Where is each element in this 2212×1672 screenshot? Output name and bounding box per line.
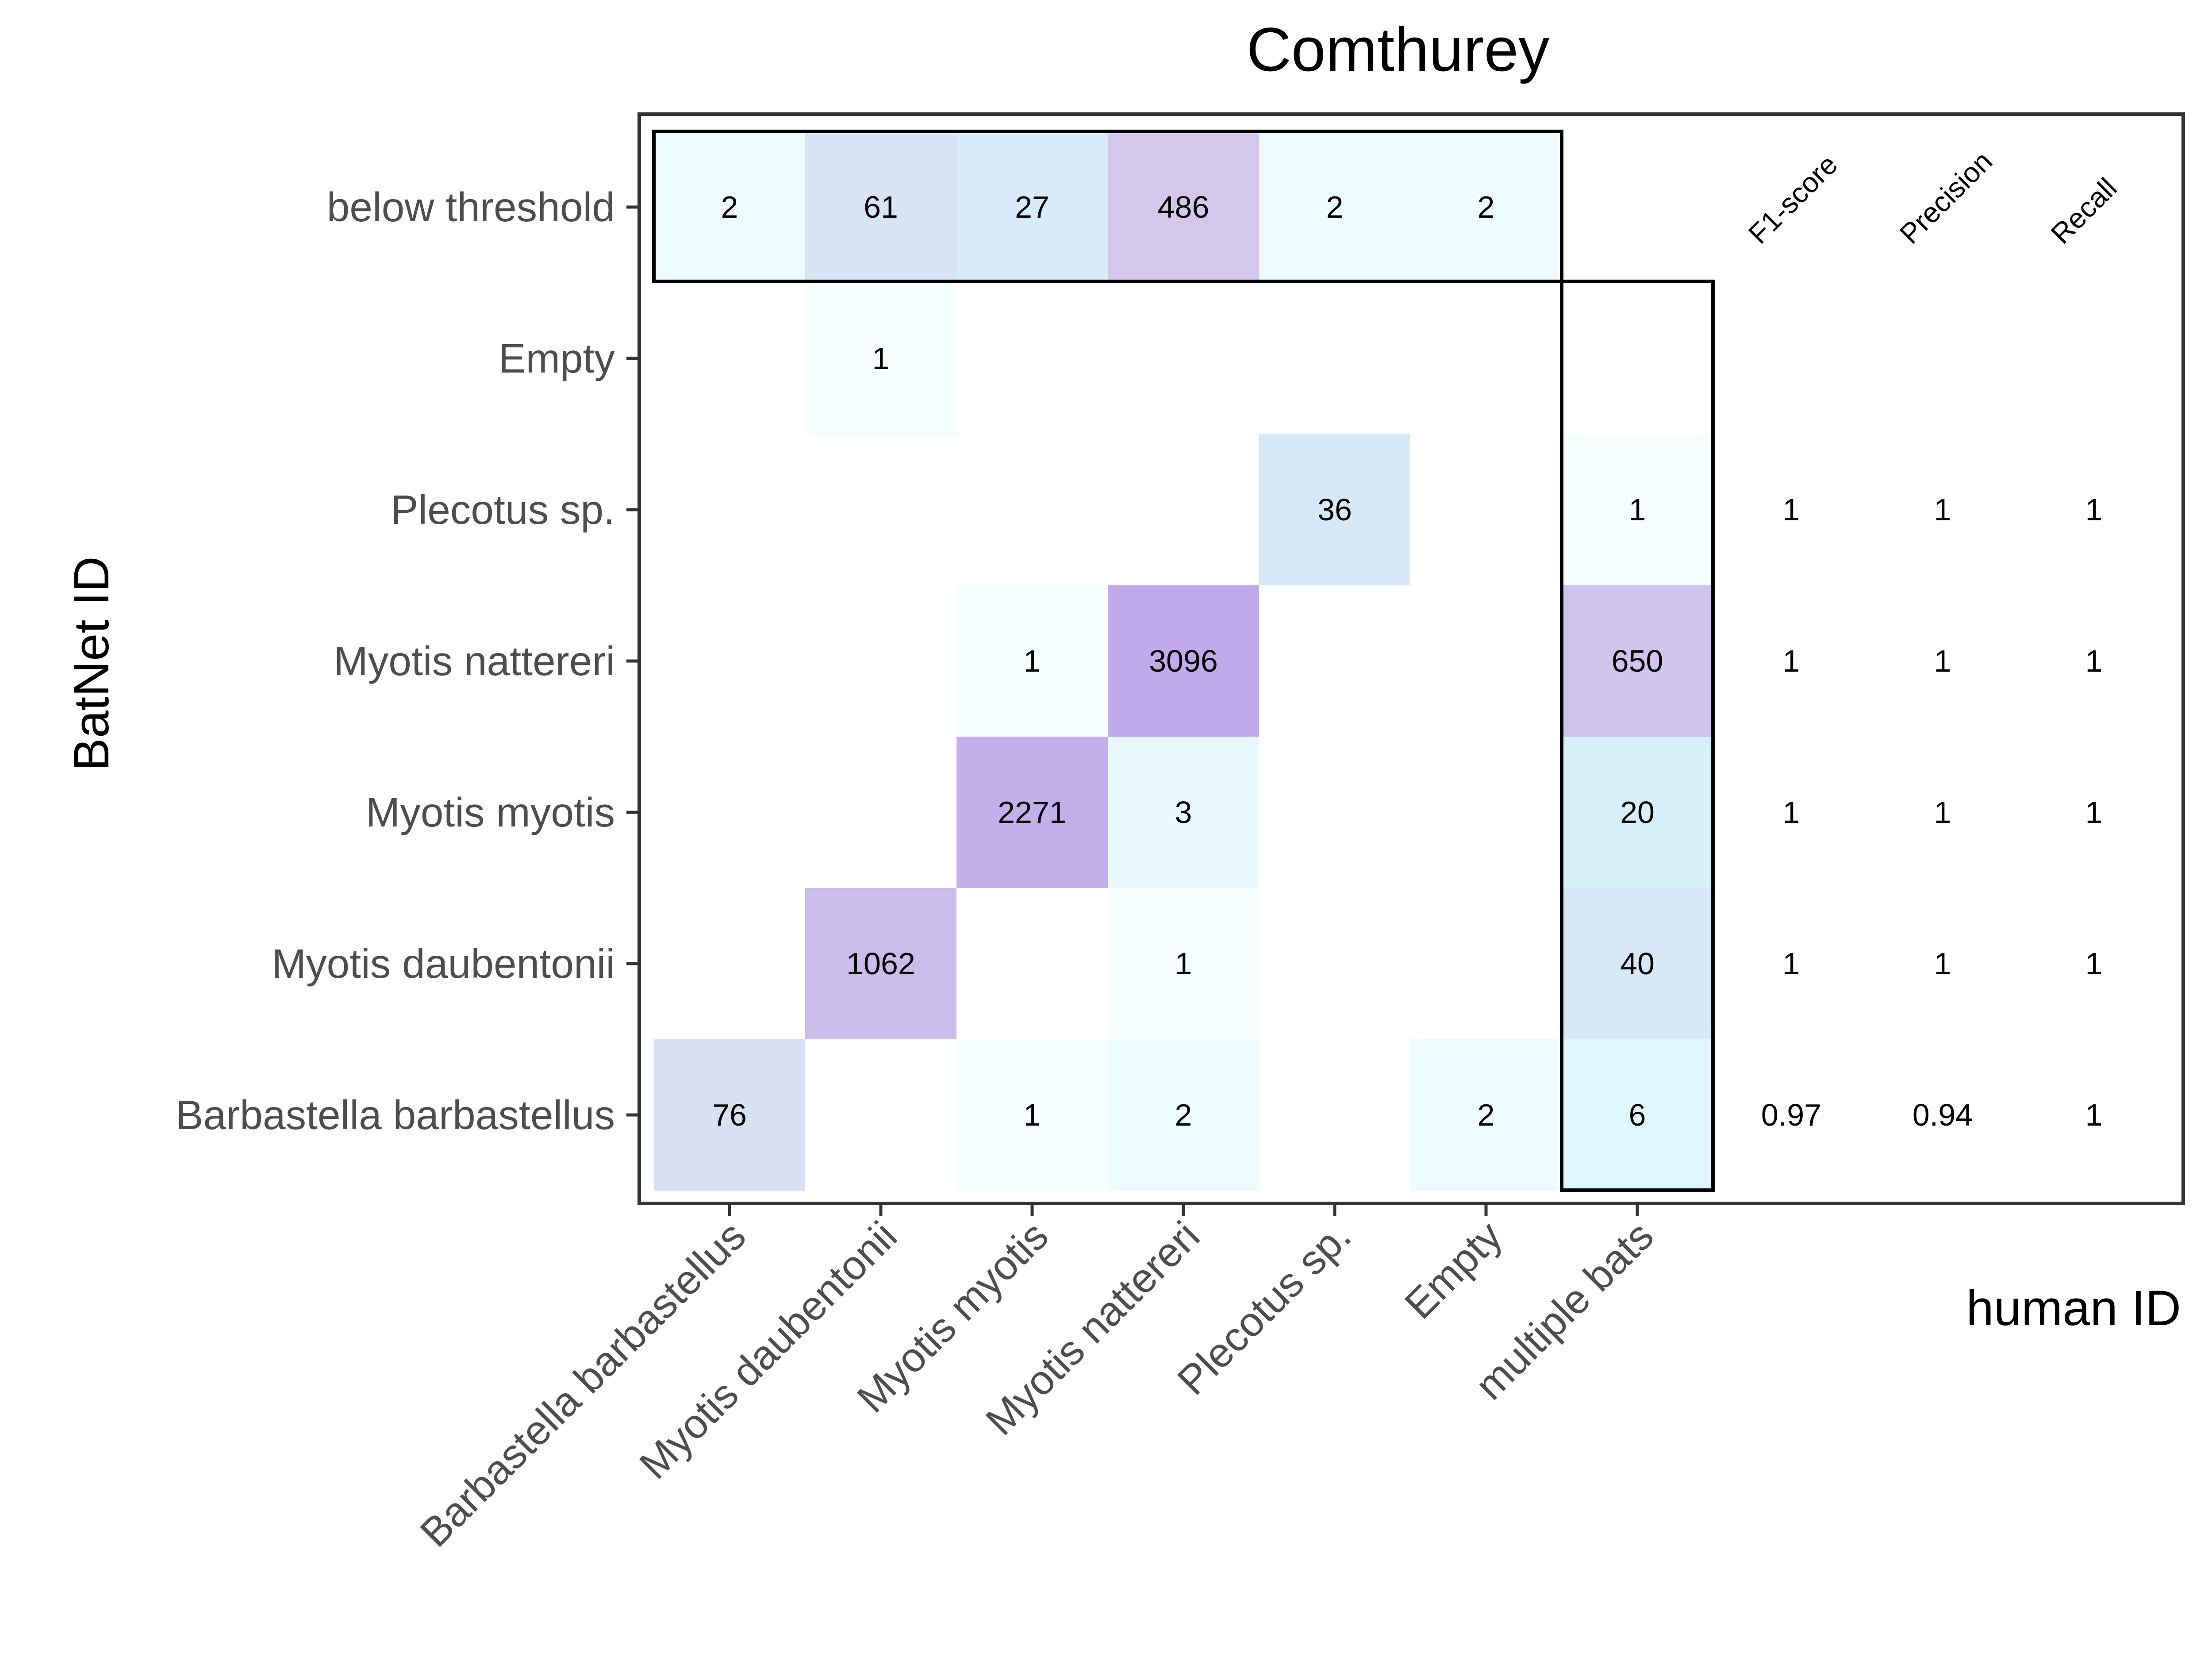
- cell-value-label: 27: [1015, 190, 1049, 224]
- heatmap-cell: [805, 283, 956, 434]
- heatmap-cell: [1410, 1039, 1562, 1191]
- cell-value-label: 40: [1620, 946, 1655, 981]
- metric-value: 1: [2085, 644, 2103, 678]
- metric-value: 1: [1783, 946, 1800, 981]
- cell-value-label: 3096: [1149, 644, 1218, 678]
- heatmap-cell: [1562, 1039, 1713, 1191]
- metric-value: 1: [2085, 492, 2103, 527]
- metric-value: 1: [1783, 644, 1800, 678]
- heatmap-cell: [956, 737, 1108, 888]
- heatmap-cell: [654, 1039, 805, 1191]
- y-tick-label-below-threshold: below threshold: [327, 184, 615, 230]
- metric-value: 1: [2085, 946, 2103, 981]
- cell-value-label: 2: [1175, 1098, 1192, 1132]
- heatmap-cell: [805, 888, 956, 1039]
- cell-value-label: 2: [1478, 1098, 1495, 1132]
- heatmap-cell: [1562, 585, 1713, 737]
- cell-value-label: 2: [1326, 190, 1344, 224]
- metric-value: 0.94: [1912, 1098, 1973, 1132]
- cell-labels: 2 61 27 486 2 2 1 36 1 1 3096 650 2271 3 20 1062 1 40 76 1 2…: [712, 190, 1663, 1132]
- heatmap-cell: [1562, 434, 1713, 585]
- chart-title: Comthurey: [1247, 15, 1550, 84]
- cell-value-label: 20: [1620, 795, 1655, 830]
- cell-value-label: 1: [1024, 1098, 1041, 1132]
- cell-value-label: 1: [1175, 946, 1192, 981]
- cell-value-label: 486: [1158, 190, 1210, 224]
- metric-header-recall: Recall: [2045, 172, 2123, 250]
- y-tick-label-plecotus-sp: Plecotus sp.: [391, 487, 615, 533]
- heatmap-cell: [654, 131, 805, 283]
- heatmap-cell: [956, 585, 1108, 737]
- metric-value: 1: [2085, 1098, 2103, 1132]
- cell-value-label: 2: [721, 190, 738, 224]
- cell-value-label: 1: [1629, 492, 1646, 527]
- heatmap-cell: [1108, 888, 1259, 1039]
- cell-value-label: 2: [1478, 190, 1495, 224]
- y-tick-label-myotis-myotis: Myotis myotis: [366, 789, 615, 835]
- heatmap-cell: [1108, 1039, 1259, 1191]
- metric-headers: F1-score Precision Recall: [1742, 145, 2123, 250]
- heatmap-cell: [1259, 131, 1410, 283]
- y-tick-label-myotis-nattereri: Myotis nattereri: [334, 638, 615, 684]
- cell-value-label: 76: [712, 1098, 747, 1132]
- y-axis-title: BatNet ID: [64, 556, 119, 771]
- heatmap-cell: [1108, 585, 1259, 737]
- heatmap-cell: [1108, 737, 1259, 888]
- cell-value-label: 650: [1612, 644, 1663, 678]
- y-axis: below threshold Empty Plecotus sp. Myotis n…: [176, 184, 639, 1138]
- metric-value: 1: [1783, 492, 1800, 527]
- y-tick-label-empty: Empty: [498, 335, 615, 381]
- cell-value-label: 1: [872, 341, 890, 376]
- heatmap-cell: [956, 131, 1108, 283]
- cell-value-label: 3: [1175, 795, 1192, 830]
- heatmap-cell: [1562, 888, 1713, 1039]
- cell-value-label: 1: [1024, 644, 1041, 678]
- cell-value-label: 2271: [998, 795, 1067, 830]
- metric-value: 1: [1934, 644, 1951, 678]
- plot-panel-border: [637, 112, 2185, 1205]
- metric-header-precision: Precision: [1893, 145, 1998, 250]
- metric-value: 1: [1934, 795, 1951, 830]
- heatmap-cell: [1108, 131, 1259, 283]
- metric-header-f1-score: F1-score: [1742, 148, 1843, 250]
- cell-value-label: 61: [864, 190, 898, 224]
- heatmap-cell: [956, 1039, 1108, 1191]
- metric-value: 1: [2085, 795, 2103, 830]
- y-tick-label-barbastella-barbastellus: Barbastella barbastellus: [176, 1092, 615, 1138]
- heatmap-cell: [1410, 131, 1562, 283]
- highlight-outline: [652, 130, 1715, 1192]
- heatmap-cell: [1259, 434, 1410, 585]
- metric-value: 1: [1934, 946, 1951, 981]
- y-tick-label-myotis-daubentonii: Myotis daubentonii: [272, 941, 615, 987]
- x-tick-label-myotis-daubentonii: Myotis daubentonii: [630, 1213, 906, 1488]
- heatmap-cells: [654, 131, 1713, 1191]
- cell-value-label: 36: [1317, 492, 1352, 527]
- x-tick-label-empty: Empty: [1396, 1212, 1511, 1327]
- x-axis-title: human ID: [1966, 1280, 2181, 1336]
- cell-value-label: 6: [1629, 1098, 1646, 1132]
- metric-value: 1: [1934, 492, 1951, 527]
- metric-value: 1: [1783, 795, 1800, 830]
- cell-value-label: 1062: [846, 946, 915, 981]
- metric-value: 0.97: [1761, 1098, 1821, 1132]
- heatmap-cell: [1562, 737, 1713, 888]
- heatmap-cell: [805, 131, 956, 283]
- metric-values: 1 1 1 1 1 1 1 1 1 1 1 1 0.97 0.94 1: [1761, 492, 2103, 1132]
